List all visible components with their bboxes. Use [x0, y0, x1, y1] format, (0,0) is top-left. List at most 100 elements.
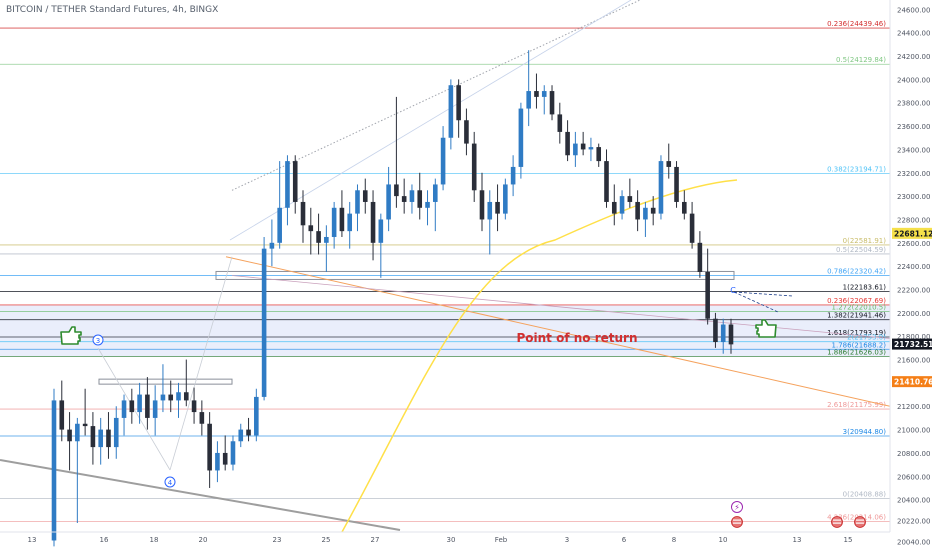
candle-body: [269, 242, 275, 249]
fib-zone-band: [0, 304, 890, 357]
symbol-header: BITCOIN / TETHER Standard Futures, 4h, B…: [6, 5, 219, 15]
candle-body: [316, 231, 321, 243]
fib-level-label: 0.236(22067.69): [827, 297, 886, 305]
price-tag-label: 21732.51: [894, 340, 932, 349]
candle-body: [67, 429, 72, 442]
flag-stripe: [856, 522, 864, 524]
candle-body: [90, 426, 96, 448]
candle-body: [580, 143, 586, 150]
candle-body: [713, 318, 718, 343]
candle-body: [106, 429, 111, 448]
candle-body: [378, 219, 384, 243]
us-flag-event-icon: [854, 516, 866, 528]
candle-body: [152, 400, 158, 418]
candle-body: [160, 394, 166, 401]
candle-body: [471, 143, 477, 191]
fib-level-label: 1.786(21688.2): [832, 341, 887, 349]
candle-body: [440, 137, 446, 185]
fib-level-label: 1.382(21941.46): [827, 312, 886, 320]
price-tick-label: 24200.00: [897, 53, 930, 61]
wave-4-label: 4: [168, 479, 173, 487]
fib-level-label: 1(22183.61): [843, 283, 887, 291]
fib-level-label: 0.5(24129.84): [836, 56, 886, 64]
candle-body: [207, 423, 212, 471]
candle-body: [168, 394, 174, 401]
candle-body: [666, 161, 672, 167]
candle-body: [534, 91, 539, 97]
price-tick-label: 23600.00: [897, 123, 930, 131]
wave-3-label: 3: [96, 337, 100, 345]
time-tick-label: 13: [28, 536, 37, 544]
price-tag-label: 22681.12: [894, 229, 932, 238]
price-tag-label: 21410.76: [894, 378, 932, 387]
time-tick-label: 16: [100, 536, 109, 544]
projection-dash-upper: [733, 291, 794, 297]
time-tick-label: 27: [371, 536, 380, 544]
candle-body: [573, 143, 578, 156]
candle-body: [222, 452, 228, 465]
fib-level-label: 2(21753.0): [847, 334, 886, 342]
candle-body: [705, 271, 710, 319]
candle-body: [246, 429, 251, 436]
candle-body: [425, 201, 430, 208]
price-tag-bg: [892, 338, 932, 350]
candle-body: [627, 196, 633, 202]
candle-body: [526, 91, 531, 109]
candle-body: [682, 201, 687, 214]
candle-body: [59, 400, 65, 430]
price-tick-label: 24400.00: [897, 30, 930, 38]
candle-body: [448, 85, 454, 138]
candle-body: [137, 394, 142, 413]
candle-body: [285, 161, 290, 208]
price-tag-bg: [892, 227, 932, 239]
candle-body: [728, 324, 734, 345]
candle-body: [308, 225, 314, 232]
candle-body: [176, 392, 181, 401]
fib-level-label: 0.786(22320.42): [827, 267, 886, 275]
price-tick-label: 21000.00: [897, 427, 930, 435]
candle-body: [51, 400, 57, 541]
candle-body: [324, 236, 329, 243]
candle-body: [674, 166, 679, 202]
fib-level-label: 1.886(21626.03): [827, 349, 886, 357]
time-tick-label: 23: [273, 536, 282, 544]
price-tag-bg: [892, 376, 932, 388]
price-tick-label: 20040.00: [897, 539, 930, 547]
candle-body: [145, 394, 150, 418]
time-tick-label: 10: [719, 536, 728, 544]
candle-body: [261, 248, 267, 397]
candle-body: [254, 396, 259, 436]
fib-level-label: 2.618(21175.99): [827, 401, 886, 409]
candle-body: [386, 184, 391, 220]
candle-body: [456, 85, 461, 121]
time-tick-label: 13: [793, 536, 802, 544]
candle-body: [362, 190, 368, 202]
fib-level-label: 0(20408.88): [843, 491, 887, 499]
price-tick-label: 23800.00: [897, 100, 930, 108]
candle-body: [292, 161, 298, 202]
candle-body: [635, 201, 640, 220]
flag-stripe: [833, 519, 841, 521]
candle-body: [588, 147, 594, 150]
candle-body: [370, 201, 376, 243]
price-tick-label: 24600.00: [897, 6, 930, 14]
time-tick-label: 25: [322, 536, 331, 544]
wave-c-label: C: [730, 286, 736, 295]
candle-body: [650, 207, 656, 214]
candle-body: [75, 423, 80, 442]
support-box: [98, 378, 233, 385]
candle-body: [689, 213, 695, 243]
wave-3-marker: [92, 334, 104, 346]
candle-body: [199, 412, 205, 424]
candle-body: [82, 423, 88, 427]
price-tick-label: 23400.00: [897, 146, 930, 154]
time-tick-label: 18: [150, 536, 159, 544]
candle-body: [183, 392, 189, 401]
fib-level-label: 0.5(22504.59): [836, 246, 886, 254]
candle-body: [518, 108, 524, 167]
fib-level-label: 1.618(21793.19): [827, 329, 886, 337]
candle-body: [658, 161, 664, 214]
time-tick-label: Feb: [495, 536, 508, 544]
